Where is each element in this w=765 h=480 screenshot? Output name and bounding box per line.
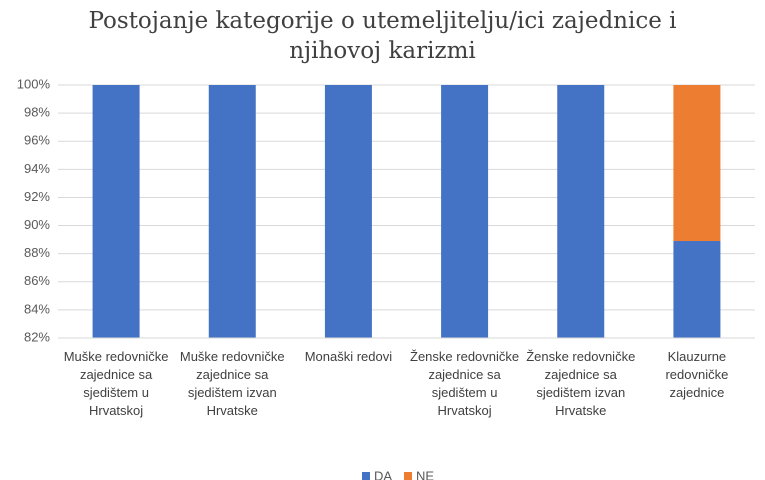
y-tick-label: 92% [24,189,50,204]
bar-segment [208,85,256,338]
y-tick-label: 84% [24,301,50,316]
x-tick-label: Muške redovničke zajednice sa sjedištem … [63,349,169,418]
legend-swatch [404,472,412,480]
x-tick-label: Ženske redovničke zajednice sa sjedištem… [410,349,520,418]
y-tick-label: 98% [24,105,50,120]
y-tick-label: 96% [24,133,50,148]
x-tick-label: Klauzurne redovničke zajednice [665,349,729,400]
bar-segment [673,241,721,338]
y-tick-label: 94% [24,161,50,176]
y-tick-label: 88% [24,245,50,260]
bar-segment [92,85,140,338]
bar-segment [441,85,489,338]
x-tick-label: Ženske redovničke zajednice sa sjedištem… [526,349,636,418]
legend-label: NE [416,468,434,480]
y-tick-label: 86% [24,273,50,288]
bar-segment [324,85,372,338]
legend-swatch [362,472,370,480]
x-tick-label: Monaški redovi [304,349,393,364]
legend-label: DA [374,468,392,480]
y-tick-label: 82% [24,329,50,344]
bar-segment [673,85,721,242]
chart-title: Postojanje kategorije o utemeljitelju/ic… [88,8,677,64]
y-tick-label: 100% [17,76,51,91]
y-tick-label: 90% [24,217,50,232]
x-tick-label: Muške redovničke zajednice sa sjedištem … [179,349,285,418]
bar-segment [557,85,605,338]
